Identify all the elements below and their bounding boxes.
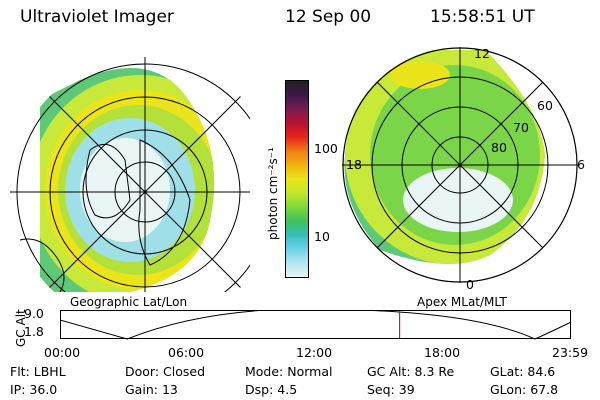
- info-glat: GLat: 84.6: [490, 364, 556, 379]
- timeline-xtick-1800: 18:00: [424, 345, 461, 360]
- mlt-label-6: 6: [577, 157, 585, 172]
- info-ip: IP: 36.0: [10, 382, 58, 397]
- geographic-image: [10, 57, 250, 292]
- altitude-timeline: [60, 310, 572, 340]
- magnetic-image: [342, 47, 578, 283]
- info-door: Door: Closed: [125, 364, 206, 379]
- info-seq: Seq: 39: [367, 382, 415, 397]
- colorbar-tick-100: 100: [314, 141, 338, 156]
- date-label: 12 Sep 00: [285, 7, 372, 27]
- mlat-label-60: 60: [537, 98, 553, 113]
- mlt-label-0: 0: [466, 277, 474, 292]
- info-gc-alt: GC Alt: 8.3 Re: [367, 364, 455, 379]
- mlat-label-70: 70: [513, 120, 529, 135]
- timeline-xtick-2359: 23:59: [552, 345, 589, 360]
- geographic-label: Geographic Lat/Lon: [70, 295, 188, 309]
- timeline-ytick-9: 9.0: [24, 306, 44, 321]
- timeline-xtick-1200: 12:00: [296, 345, 333, 360]
- info-dsp: Dsp: 4.5: [245, 382, 298, 397]
- timeline-ytick-1: 1.8: [24, 324, 44, 339]
- time-label: 15:58:51 UT: [430, 7, 535, 27]
- apex-label: Apex MLat/MLT: [417, 295, 507, 309]
- timeline-xtick-0000: 00:00: [44, 345, 81, 360]
- colorbar: [285, 80, 309, 278]
- mlat-label-80: 80: [491, 140, 507, 155]
- info-glon: GLon: 67.8: [490, 382, 559, 397]
- info-flt: Flt: LBHL: [10, 364, 66, 379]
- timeline-xtick-0600: 06:00: [168, 345, 205, 360]
- colorbar-tick-10: 10: [314, 229, 330, 244]
- app-title: Ultraviolet Imager: [20, 7, 174, 27]
- info-gain: Gain: 13: [125, 382, 178, 397]
- mlt-label-12: 12: [474, 46, 490, 61]
- info-mode: Mode: Normal: [245, 364, 333, 379]
- mlt-label-18: 18: [346, 157, 362, 172]
- colorbar-unit: photon cm⁻²s⁻¹: [266, 147, 280, 240]
